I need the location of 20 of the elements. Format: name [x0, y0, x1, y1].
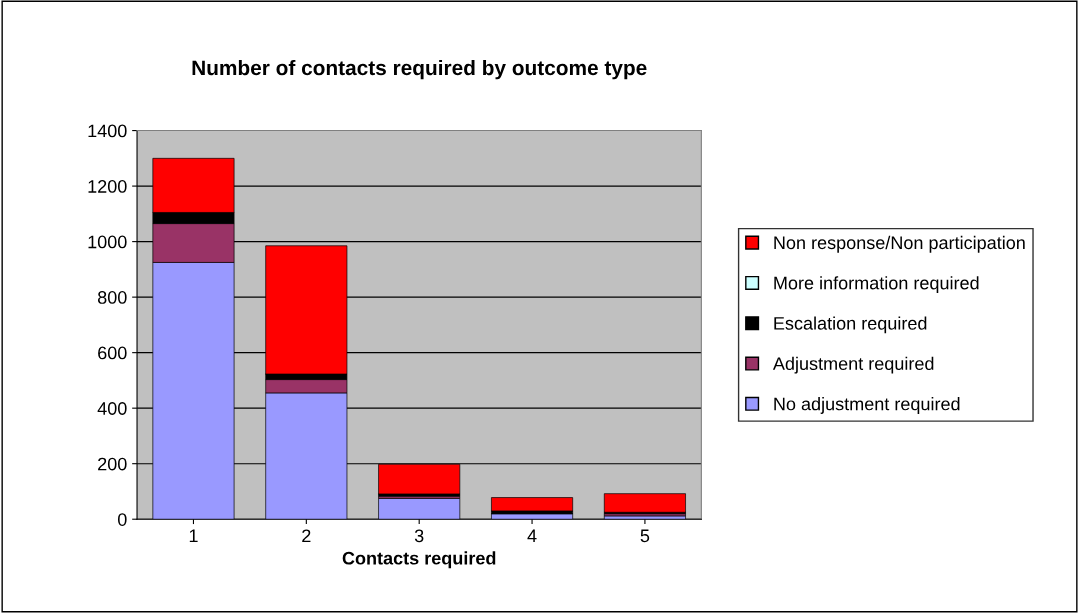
- x-tick-label: 2: [302, 529, 311, 543]
- y-tick-label: 1200: [88, 180, 127, 193]
- y-tick-label: 600: [98, 346, 127, 360]
- legend-label: Non response/Non participation: [774, 235, 1025, 253]
- y-tick-label: 0: [117, 513, 127, 526]
- x-axis-title: Contacts required: [342, 551, 496, 569]
- chart-title: Number of contacts required by outcome type: [192, 59, 647, 80]
- x-tick-label: 1: [189, 529, 198, 543]
- legend-label: More information required: [774, 276, 979, 293]
- y-tick-label: 1000: [88, 235, 127, 249]
- y-tick-label: 400: [97, 402, 127, 415]
- legend-label: Escalation required: [774, 316, 927, 334]
- y-tick-label: 200: [98, 457, 127, 471]
- legend-label: Adjustment required: [772, 356, 934, 374]
- x-tick-label: 4: [527, 529, 537, 543]
- y-tick-label: 800: [97, 291, 127, 304]
- x-tick-label: 5: [640, 529, 650, 543]
- legend-label: No adjustment required: [774, 397, 960, 414]
- y-tick-label: 1400: [88, 124, 127, 138]
- x-tick-label: 3: [414, 529, 424, 543]
